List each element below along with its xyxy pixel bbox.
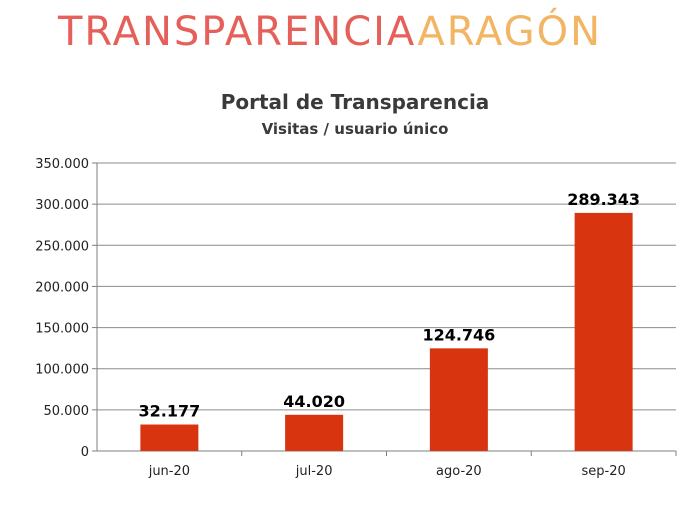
data-label: 32.177	[139, 402, 201, 421]
x-tick-label: jun-20	[148, 464, 190, 479]
data-label: 44.020	[283, 392, 345, 411]
data-label: 124.746	[422, 325, 495, 344]
y-tick-label: 0	[81, 445, 89, 460]
logo-text-transparencia: TRANSPARENCIA	[58, 9, 418, 55]
bar-sep-20	[574, 212, 633, 451]
y-tick-label: 300.000	[35, 198, 89, 213]
logo-text-aragon: ARAGÓN	[417, 9, 603, 55]
data-label: 289.343	[567, 190, 640, 209]
x-tick-label: ago-20	[436, 464, 482, 479]
y-tick-label: 200.000	[35, 280, 89, 295]
transparencia-aragon-logo: TRANSPARENCIAARAGÓN	[58, 6, 602, 58]
x-tick-label: sep-20	[581, 464, 625, 479]
y-tick-label: 350.000	[35, 157, 89, 172]
bar-jun-20	[140, 424, 199, 451]
y-tick-label: 100.000	[35, 363, 89, 378]
chart-title: Portal de Transparencia	[220, 90, 490, 114]
y-tick-label: 250.000	[35, 239, 89, 254]
y-tick-label: 150.000	[35, 322, 89, 337]
chart-subtitle: Visitas / usuario único	[261, 120, 449, 138]
bar-jul-20	[285, 414, 344, 451]
x-tick-label: jul-20	[295, 464, 333, 479]
y-tick-label: 50.000	[44, 404, 90, 419]
bar-ago-20	[429, 348, 488, 451]
